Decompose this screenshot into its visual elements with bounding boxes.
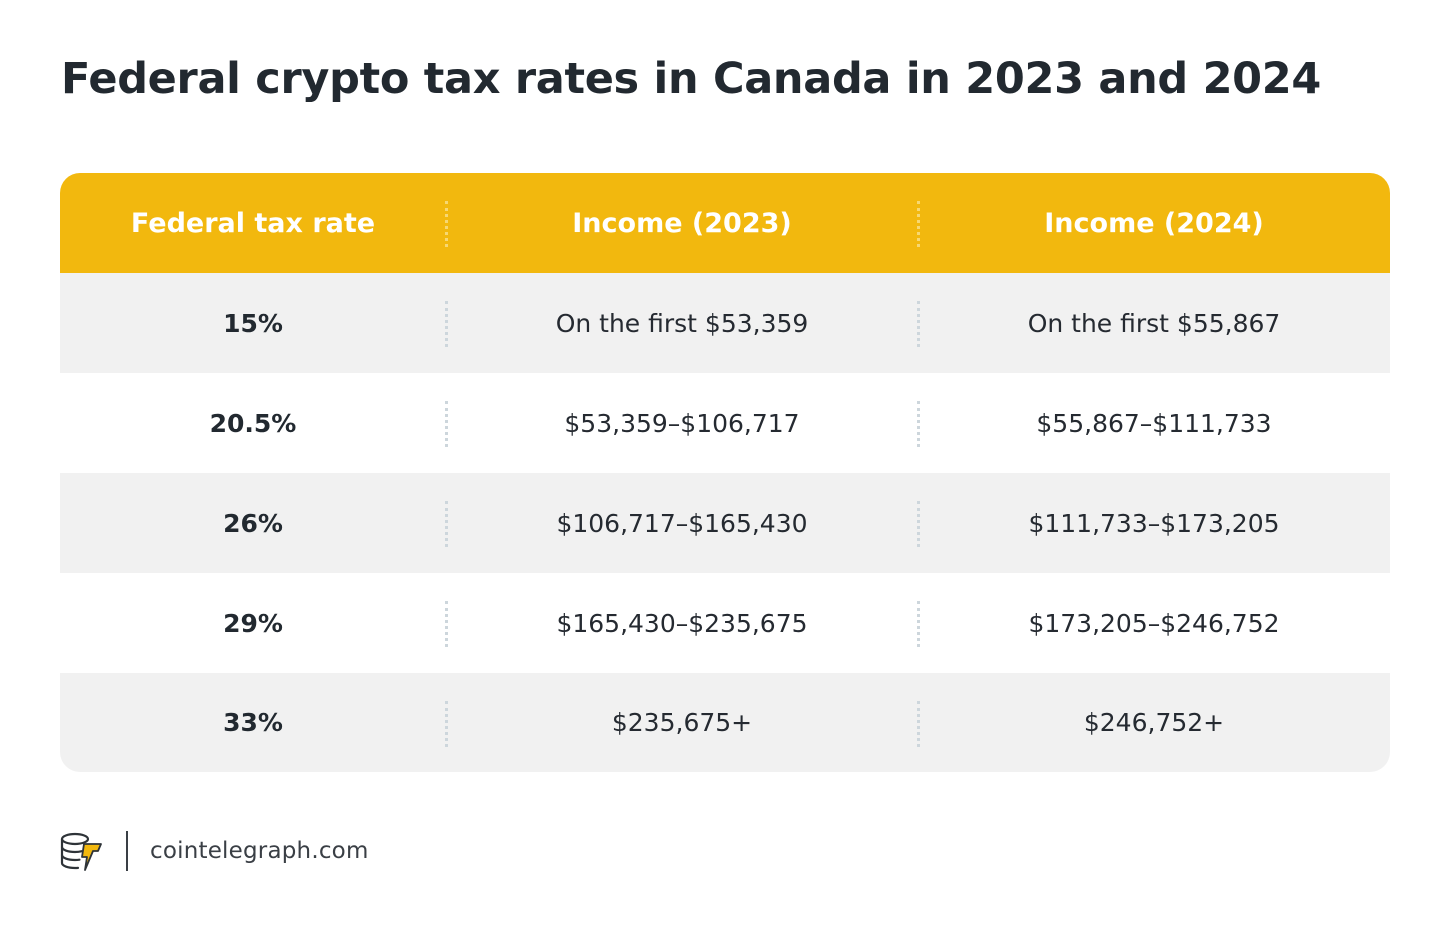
column-divider xyxy=(445,601,448,647)
income-2023-cell: On the first $53,359 xyxy=(555,308,809,338)
table-row: 26% $106,717–$165,430 $111,733–$173,205 xyxy=(60,473,1390,573)
table-row: 15% On the first $53,359 On the first $5… xyxy=(60,273,1390,373)
header-income-2024: Income (2024) xyxy=(1044,207,1264,239)
table-row: 33% $235,675+ $246,752+ xyxy=(60,673,1390,772)
column-divider xyxy=(445,301,448,347)
income-2024-cell: $55,867–$111,733 xyxy=(1036,408,1272,438)
footer-divider xyxy=(126,831,128,871)
column-divider xyxy=(917,601,920,647)
income-2023-cell: $165,430–$235,675 xyxy=(556,608,808,638)
income-2024-cell: $173,205–$246,752 xyxy=(1028,608,1280,638)
column-divider xyxy=(445,201,448,247)
income-2024-cell: $246,752+ xyxy=(1083,708,1225,737)
tax-rate-cell: 26% xyxy=(223,508,283,538)
tax-rate-cell: 20.5% xyxy=(209,408,297,438)
footer: cointelegraph.com xyxy=(60,830,369,872)
column-divider xyxy=(445,701,448,747)
income-2023-cell: $53,359–$106,717 xyxy=(564,408,800,438)
page-title: Federal crypto tax rates in Canada in 20… xyxy=(61,54,1322,104)
site-url: cointelegraph.com xyxy=(150,838,369,864)
column-divider xyxy=(445,401,448,447)
table-header-row: Federal tax rate Income (2023) Income (2… xyxy=(60,173,1390,273)
column-divider xyxy=(917,501,920,547)
column-divider xyxy=(917,201,920,247)
table-row: 29% $165,430–$235,675 $173,205–$246,752 xyxy=(60,573,1390,673)
income-2024-cell: On the first $55,867 xyxy=(1027,308,1281,338)
income-2023-cell: $235,675+ xyxy=(611,708,753,737)
column-divider xyxy=(445,501,448,547)
column-divider xyxy=(917,301,920,347)
tax-rate-cell: 29% xyxy=(223,608,283,638)
column-divider xyxy=(917,401,920,447)
cointelegraph-logo-icon xyxy=(60,832,102,871)
tax-rate-cell: 15% xyxy=(223,308,283,338)
income-2024-cell: $111,733–$173,205 xyxy=(1028,508,1280,538)
header-income-2023: Income (2023) xyxy=(572,207,792,239)
table-row: 20.5% $53,359–$106,717 $55,867–$111,733 xyxy=(60,373,1390,473)
header-federal-tax-rate: Federal tax rate xyxy=(130,207,376,239)
income-2023-cell: $106,717–$165,430 xyxy=(556,508,808,538)
tax-rate-cell: 33% xyxy=(223,708,283,737)
column-divider xyxy=(917,701,920,747)
tax-rates-table: Federal tax rate Income (2023) Income (2… xyxy=(60,173,1390,772)
